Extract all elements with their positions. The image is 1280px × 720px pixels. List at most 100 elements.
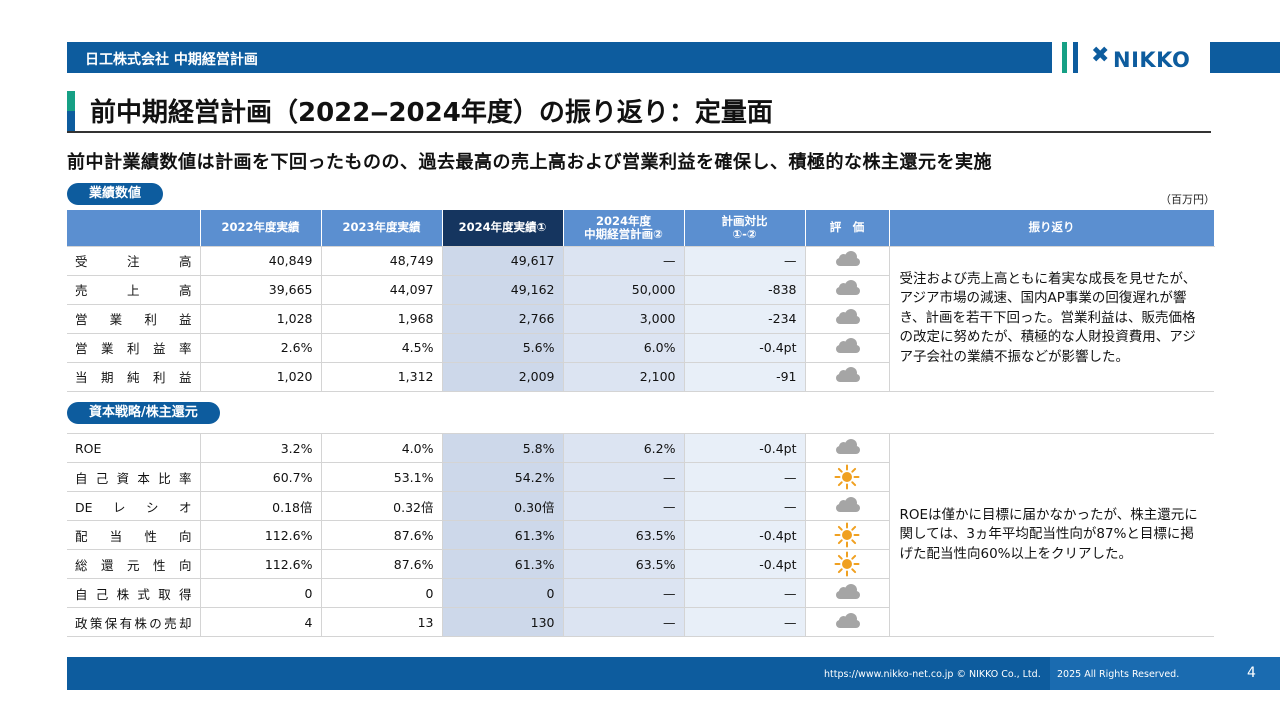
section-label-performance: 業績数値 <box>67 183 164 205</box>
evaluation-cell <box>805 304 890 334</box>
row-label: 営業利益率 <box>67 333 201 363</box>
header-band: 日工株式会社 中期経営計画 <box>67 42 1052 73</box>
table-row: 配当性向 112.6% 87.6% 61.3% 63.5% -0.4pt <box>67 520 1214 550</box>
value-2024: 54.2% <box>442 462 564 492</box>
value-diff: — <box>684 462 806 492</box>
value-2024: 61.3% <box>442 549 564 579</box>
company-plan-title: 日工株式会社 中期経営計画 <box>85 52 258 68</box>
evaluation-cell <box>805 462 890 492</box>
value-diff: -0.4pt <box>684 520 806 550</box>
evaluation-cell <box>805 275 890 305</box>
value-2024: 49,162 <box>442 275 564 305</box>
row-label: 政策保有株の売却 <box>67 607 201 637</box>
value-2023: 4.5% <box>321 333 443 363</box>
value-plan: 6.2% <box>563 433 685 463</box>
header-2022: 2022年度実績 <box>200 210 322 247</box>
value-diff: — <box>684 246 806 276</box>
page-number: 4 <box>1247 665 1256 681</box>
value-2023: 48,749 <box>321 246 443 276</box>
evaluation-cell <box>805 549 890 579</box>
row-label: DEレシオ <box>67 491 201 521</box>
cloud-icon <box>834 496 860 512</box>
value-2023: 0.32倍 <box>321 491 443 521</box>
cloud-icon <box>834 251 860 266</box>
header-blank <box>67 210 201 247</box>
value-2023: 1,968 <box>321 304 443 334</box>
value-plan: 3,000 <box>563 304 685 334</box>
value-plan: 6.0% <box>563 333 685 363</box>
value-plan: — <box>563 607 685 637</box>
value-diff: -91 <box>684 362 806 392</box>
cloud-icon <box>834 309 860 324</box>
row-label: 自己株式取得 <box>67 578 201 608</box>
value-2022: 39,665 <box>200 275 322 305</box>
logo-text: NIKKO <box>1113 48 1191 72</box>
value-2022: 60.7% <box>200 462 322 492</box>
header-plan: 2024年度 中期経営計画② <box>563 210 685 247</box>
table-row: DEレシオ 0.18倍 0.32倍 0.30倍 — — <box>67 491 1214 521</box>
value-2022: 40,849 <box>200 246 322 276</box>
value-2022: 1,020 <box>200 362 322 392</box>
table-row: 営業利益 1,028 1,968 2,766 3,000 -234 <box>67 304 1214 334</box>
value-plan: 2,100 <box>563 362 685 392</box>
value-2022: 1,028 <box>200 304 322 334</box>
evaluation-cell <box>805 362 890 392</box>
header-review: 振り返り <box>889 210 1215 247</box>
value-2024: 0 <box>442 578 564 608</box>
value-2023: 4.0% <box>321 433 443 463</box>
sun-icon <box>834 551 860 577</box>
title-accent-green <box>67 91 75 111</box>
value-diff: — <box>684 578 806 608</box>
table-row: 営業利益率 2.6% 4.5% 5.6% 6.0% -0.4pt <box>67 333 1214 363</box>
value-2023: 0 <box>321 578 443 608</box>
section-label-capital: 資本戦略/株主還元 <box>67 402 220 424</box>
cloud-icon <box>834 280 860 295</box>
value-2024: 5.8% <box>442 433 564 463</box>
title-accent-blue <box>67 111 75 131</box>
table-row: 総還元性向 112.6% 87.6% 61.3% 63.5% -0.4pt <box>67 549 1214 579</box>
table-row: 受注高 40,849 48,749 49,617— — 受注および売上高ともに着実な成長を… <box>67 246 1214 392</box>
table-row: 政策保有株の売却 4 13 130— — <box>67 607 1214 637</box>
value-plan: 63.5% <box>563 549 685 579</box>
cloud-icon <box>834 612 860 628</box>
row-label: 売上高 <box>67 275 201 305</box>
value-diff: -0.4pt <box>684 549 806 579</box>
value-plan: 63.5% <box>563 520 685 550</box>
header-eval: 評 価 <box>805 210 890 247</box>
header-diff-line1: 計画対比 <box>721 213 768 228</box>
unit-note: （百万円） <box>1160 193 1215 206</box>
value-diff: — <box>684 491 806 521</box>
row-label: 受注高 <box>67 246 201 276</box>
value-2022: 4 <box>200 607 322 637</box>
value-2022: 2.6% <box>200 333 322 363</box>
value-2024: 5.6% <box>442 333 564 363</box>
row-label: 当期純利益 <box>67 362 201 392</box>
value-2023: 53.1% <box>321 462 443 492</box>
sun-icon <box>834 522 860 548</box>
value-plan: — <box>563 491 685 521</box>
capital-review-text: ROEは僅かに目標に届かなかったが、株主還元に関しては、3ヵ年平均配当性向が87… <box>889 433 1214 637</box>
footer-band: https://www.nikko-net.co.jp © NIKKO Co.,… <box>67 657 1280 690</box>
header-band-right <box>1210 42 1280 73</box>
performance-table: 2022年度実績 2023年度実績 2024年度実績① 2024年度 中期経営計画… <box>67 210 1215 392</box>
value-2022: 0 <box>200 578 322 608</box>
evaluation-cell <box>805 578 890 608</box>
page-title: 前中期経営計画（2022‒2024年度）の振り返り：定量面 <box>90 98 773 128</box>
evaluation-cell <box>805 607 890 637</box>
table-row: 売上高 39,665 44,097 49,162 50,000 -838 <box>67 275 1214 305</box>
value-2022: 0.18倍 <box>200 491 322 521</box>
logo-bar-blue <box>1073 42 1078 73</box>
header-plan-line2: 中期経営計画② <box>584 226 663 241</box>
value-2022: 112.6% <box>200 520 322 550</box>
value-2024: 49,617 <box>442 246 564 276</box>
cloud-icon <box>834 583 860 599</box>
evaluation-cell <box>805 333 890 363</box>
value-2022: 3.2% <box>200 433 322 463</box>
sun-icon <box>834 464 860 490</box>
value-plan: — <box>563 246 685 276</box>
table-row: 自己資本比率 60.7% 53.1% 54.2% — — <box>67 462 1214 492</box>
evaluation-cell <box>805 491 890 521</box>
value-2023: 87.6% <box>321 520 443 550</box>
value-2024: 2,009 <box>442 362 564 392</box>
value-diff: — <box>684 607 806 637</box>
